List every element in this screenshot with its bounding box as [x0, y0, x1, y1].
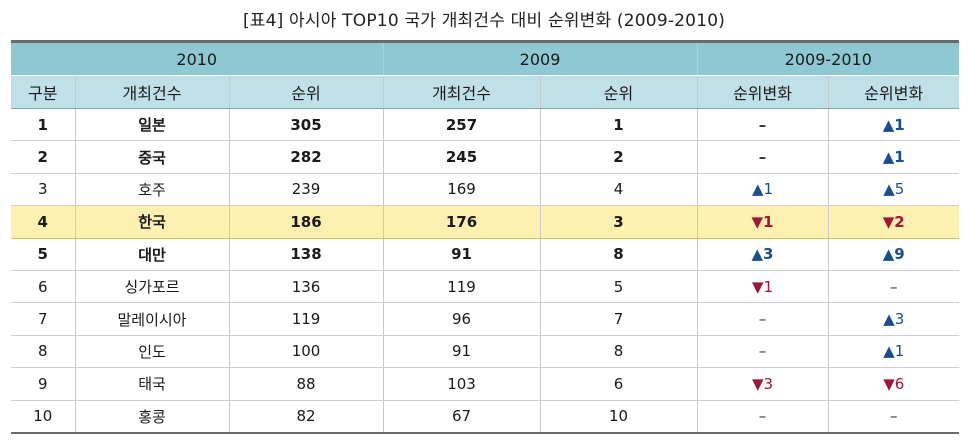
rank-2009-cell: 4 — [540, 173, 698, 207]
column-header-rank-change-a: 순위변화 — [697, 75, 829, 109]
rank-change-a-cell: – — [697, 140, 829, 174]
rank-2009-cell: 10 — [540, 400, 698, 434]
header-group-row: 2010 2009 2009-2010 — [11, 40, 960, 76]
rank-change-b-cell: ▼2 — [828, 205, 960, 239]
country-cell: 일본 — [75, 108, 230, 142]
table-row: 2 중국 282 245 2– ▲1 — [11, 140, 960, 174]
rank-cell: 6 — [11, 270, 76, 304]
rank-change-a-cell: ▲3 — [697, 238, 829, 271]
rank-cell: 4 — [11, 205, 76, 239]
table-row: 10 홍콩 82 67 10– – — [11, 400, 960, 434]
rank-cell: 9 — [11, 367, 76, 401]
table-row: 8 인도 100 91 8– ▲1 — [11, 335, 960, 369]
count-2010-cell: 136 — [229, 270, 384, 304]
rank-cell: 1 — [11, 108, 76, 142]
count-2009-cell: 245 — [383, 140, 541, 174]
count-2009-cell: 119 — [383, 270, 541, 304]
table-row: 9 태국 88 103 6 ▼3 ▼6 — [11, 367, 960, 401]
country-cell: 인도 — [75, 335, 230, 369]
rank-cell: 8 — [11, 335, 76, 369]
table-row: 5 대만 138 91 8 ▲3 ▲9 — [11, 238, 960, 271]
rank-change-a-cell: – — [697, 335, 829, 369]
count-2009-cell: 96 — [383, 302, 541, 336]
table-row: 4 한국 186 176 3 ▼1 ▼2 — [11, 205, 960, 239]
rank-change-a-cell: ▲1 — [697, 173, 829, 207]
column-header-rank-change-b: 순위변화 — [828, 75, 960, 109]
rank-2009-cell: 7 — [540, 302, 698, 336]
column-header-category: 구분 — [11, 75, 76, 109]
count-2010-cell: 138 — [229, 238, 384, 271]
column-header-rank-2009: 순위 — [540, 75, 698, 109]
rank-2009-cell: 8 — [540, 238, 698, 271]
table-row: 1 일본 305 257 1– ▲1 — [11, 108, 960, 142]
count-2010-cell: 305 — [229, 108, 384, 142]
rank-cell: 10 — [11, 400, 76, 434]
count-2009-cell: 257 — [383, 108, 541, 142]
rank-change-b-cell: – — [828, 400, 960, 434]
rank-change-a-cell: ▼1 — [697, 205, 829, 239]
country-cell: 대만 — [75, 238, 230, 271]
rank-change-a-cell: – — [697, 302, 829, 336]
country-cell: 호주 — [75, 173, 230, 207]
rank-cell: 3 — [11, 173, 76, 207]
header-group-2010: 2010 — [11, 40, 384, 76]
table-row: 7 말레이시아 119 96 7– ▲3 — [11, 302, 960, 336]
rank-change-a-cell: – — [697, 400, 829, 434]
count-2010-cell: 82 — [229, 400, 384, 434]
count-2009-cell: 67 — [383, 400, 541, 434]
count-2009-cell: 91 — [383, 335, 541, 369]
country-cell: 말레이시아 — [75, 302, 230, 336]
column-header-rank-2010: 순위 — [229, 75, 384, 109]
count-2010-cell: 186 — [229, 205, 384, 239]
count-2009-cell: 91 — [383, 238, 541, 271]
count-2009-cell: 176 — [383, 205, 541, 239]
rank-change-b-cell: ▼6 — [828, 367, 960, 401]
country-cell: 홍콩 — [75, 400, 230, 434]
country-cell: 중국 — [75, 140, 230, 174]
count-2010-cell: 282 — [229, 140, 384, 174]
count-2010-cell: 88 — [229, 367, 384, 401]
count-2009-cell: 169 — [383, 173, 541, 207]
rank-cell: 2 — [11, 140, 76, 174]
rank-change-b-cell: ▲1 — [828, 140, 960, 174]
rank-change-b-cell: – — [828, 270, 960, 304]
column-header-count-2010: 개최건수 — [75, 75, 230, 109]
column-header-count-2009: 개최건수 — [383, 75, 541, 109]
rank-change-b-cell: ▲1 — [828, 108, 960, 142]
rank-2009-cell: 6 — [540, 367, 698, 401]
country-cell: 한국 — [75, 205, 230, 239]
header-group-2009: 2009 — [383, 40, 698, 76]
header-group-2009-2010: 2009-2010 — [697, 40, 960, 76]
rank-2009-cell: 2 — [540, 140, 698, 174]
table-row: 6 싱가포르 136 119 5 ▼1– — [11, 270, 960, 304]
rank-cell: 5 — [11, 238, 76, 271]
country-cell: 태국 — [75, 367, 230, 401]
rank-change-a-cell: ▼3 — [697, 367, 829, 401]
country-cell: 싱가포르 — [75, 270, 230, 304]
table-caption: [표4] 아시아 TOP10 국가 개최건수 대비 순위변화 (2009-201… — [242, 11, 726, 31]
count-2010-cell: 119 — [229, 302, 384, 336]
count-2010-cell: 239 — [229, 173, 384, 207]
rank-change-a-cell: – — [697, 108, 829, 142]
rank-cell: 7 — [11, 302, 76, 336]
count-2009-cell: 103 — [383, 367, 541, 401]
rank-change-b-cell: ▲1 — [828, 335, 960, 369]
rank-change-a-cell: ▼1 — [697, 270, 829, 304]
rank-2009-cell: 3 — [540, 205, 698, 239]
rank-2009-cell: 1 — [540, 108, 698, 142]
rank-change-b-cell: ▲5 — [828, 173, 960, 207]
rank-2009-cell: 5 — [540, 270, 698, 304]
rank-2009-cell: 8 — [540, 335, 698, 369]
rank-change-b-cell: ▲9 — [828, 238, 960, 271]
header-column-row: 구분 개최건수 순위 개최건수 순위 순위변화 순위변화 — [11, 75, 960, 109]
rank-change-b-cell: ▲3 — [828, 302, 960, 336]
table-row: 3 호주 239 169 4 ▲1 ▲5 — [11, 173, 960, 207]
count-2010-cell: 100 — [229, 335, 384, 369]
ranking-table: 2010 2009 2009-2010 구분 개최건수 순위 개최건수 순위 순… — [11, 40, 960, 434]
